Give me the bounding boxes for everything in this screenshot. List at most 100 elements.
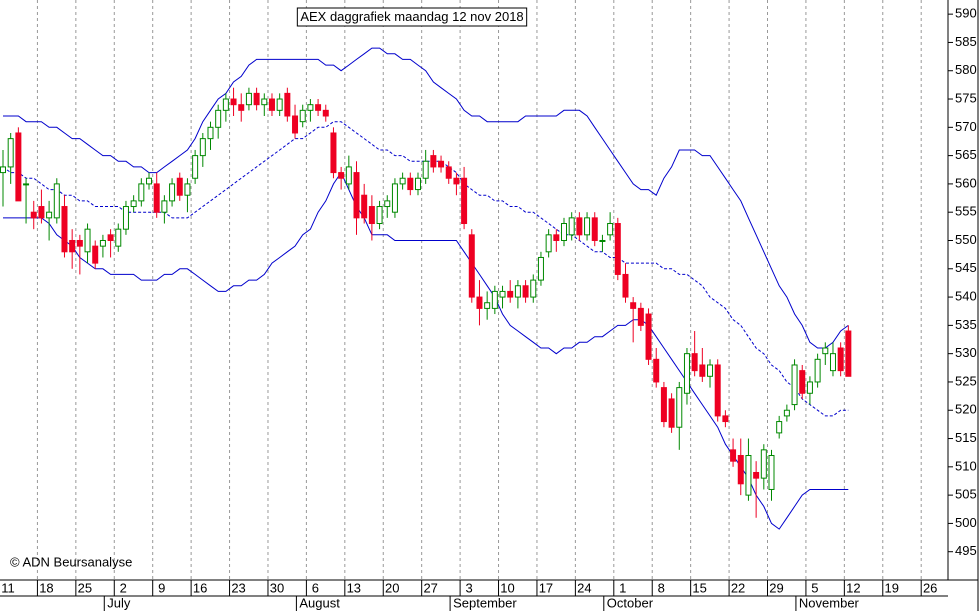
y-tick-label: 500 <box>955 515 977 530</box>
candle-up <box>568 217 575 236</box>
candle-down <box>107 234 114 241</box>
candle-down <box>837 347 844 372</box>
candle-up <box>561 223 568 241</box>
candle-down <box>699 364 706 377</box>
candle-up <box>683 353 690 394</box>
candle-up <box>791 364 798 406</box>
candle-up <box>46 211 53 219</box>
x-tick-label: 30 <box>270 580 284 595</box>
x-tick-label: 3 <box>465 580 472 595</box>
candle-up <box>607 223 614 236</box>
candle-down <box>468 234 475 298</box>
x-tick-label: 19 <box>885 580 899 595</box>
candle-up <box>584 217 591 236</box>
x-tick-label: 9 <box>158 580 165 595</box>
band-middle <box>2 121 849 417</box>
x-tick-label: 24 <box>577 580 591 595</box>
candle-up <box>184 183 191 196</box>
candle-up <box>192 155 199 179</box>
candle-up <box>161 200 168 213</box>
candle-down <box>668 398 675 428</box>
candle-down <box>553 234 560 241</box>
candle-down <box>338 172 345 179</box>
candle-up <box>138 183 145 202</box>
candle-up <box>599 239 606 242</box>
candle-down <box>614 223 621 275</box>
candle-up <box>222 98 229 111</box>
candle-down <box>238 104 245 111</box>
axes: 4955005055105155205255305355405455505555… <box>1 6 977 611</box>
candle-down <box>714 364 721 417</box>
month-label: September <box>453 595 517 610</box>
candle-down <box>461 177 468 225</box>
candle-down <box>176 177 183 196</box>
candle-up <box>399 177 406 185</box>
candle-up <box>776 421 783 434</box>
x-tick-label: 20 <box>385 580 399 595</box>
candle-up <box>99 239 106 247</box>
candle-down <box>268 98 275 111</box>
credit: © ADN Beursanalyse <box>10 554 132 569</box>
candle-up <box>745 455 752 496</box>
candle-down <box>507 290 514 298</box>
candle-down <box>438 160 445 168</box>
candle-down <box>153 183 160 213</box>
candle-down <box>407 177 414 191</box>
candle-down <box>69 239 76 253</box>
candle-up <box>130 200 137 208</box>
x-tick-label: 10 <box>500 580 514 595</box>
candle-up <box>707 364 714 377</box>
y-tick-label: 545 <box>955 260 977 275</box>
candle-up <box>768 455 775 490</box>
x-tick-label: 5 <box>811 580 818 595</box>
bollinger-bands <box>2 47 849 530</box>
band-lower <box>3 171 849 530</box>
candle-down <box>522 285 529 298</box>
candle-down <box>361 194 368 219</box>
y-tick-label: 560 <box>955 175 977 190</box>
y-tick-label: 510 <box>955 458 977 473</box>
candle-up <box>414 177 421 191</box>
candle-down <box>292 115 299 134</box>
candle-up <box>806 381 813 394</box>
candle-up <box>7 138 14 168</box>
candle-up <box>245 92 252 106</box>
candles <box>0 87 852 518</box>
candle-up <box>814 358 821 383</box>
candle-up <box>391 183 398 213</box>
candle-up <box>299 109 306 123</box>
candle-down <box>660 387 667 423</box>
candle-up <box>760 449 767 479</box>
candle-down <box>737 455 744 485</box>
x-tick-label: 27 <box>423 580 437 595</box>
x-tick-label: 23 <box>231 580 245 595</box>
candle-up <box>215 109 222 128</box>
candle-up <box>514 285 521 298</box>
y-tick-label: 570 <box>955 119 977 134</box>
candle-up <box>530 279 537 298</box>
candle-up <box>307 104 314 111</box>
candle-down <box>330 132 337 174</box>
candle-up <box>676 387 683 428</box>
x-tick-label: 13 <box>347 580 361 595</box>
y-tick-label: 565 <box>955 147 977 162</box>
candle-up <box>822 347 829 355</box>
candle-up <box>499 290 506 298</box>
candle-down <box>38 206 45 219</box>
candle-down <box>637 307 644 326</box>
candle-up <box>115 228 122 247</box>
y-tick-label: 540 <box>955 289 977 304</box>
candle-up <box>376 206 383 225</box>
candle-down <box>576 217 583 236</box>
candle-up <box>53 183 60 219</box>
y-tick-label: 535 <box>955 317 977 332</box>
candle-down <box>453 177 460 185</box>
candle-down <box>284 92 291 117</box>
candle-down <box>630 302 637 309</box>
candle-down <box>353 172 360 219</box>
x-tick-label: 18 <box>39 580 53 595</box>
candle-up <box>261 98 268 106</box>
candle-down <box>315 104 322 111</box>
y-tick-label: 495 <box>955 543 977 558</box>
candle-down <box>368 206 375 225</box>
